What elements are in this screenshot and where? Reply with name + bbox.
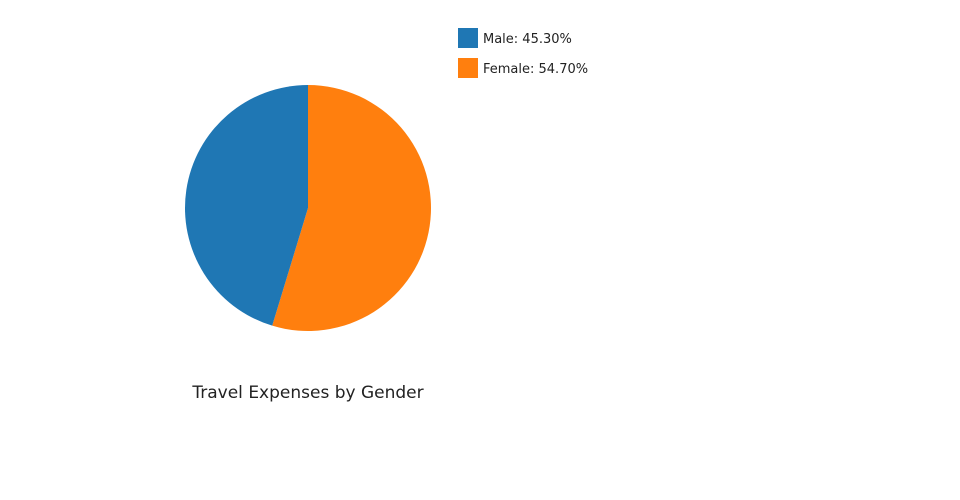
legend-label-female: Female: 54.70% [483,62,588,77]
legend-item-female[interactable]: Female: 54.70% [458,58,588,78]
legend-item-male[interactable]: Male: 45.30% [458,28,572,48]
legend-swatch-female [458,58,478,78]
pie-slices [185,85,432,332]
legend-swatch-male [458,28,478,48]
legend-label-male: Male: 45.30% [483,32,572,47]
pie-slice-male[interactable] [185,85,308,326]
chart-title: Travel Expenses by Gender [191,383,423,403]
pie-slice-female[interactable] [272,85,432,332]
legend: Male: 45.30% Female: 54.70% [458,28,588,78]
